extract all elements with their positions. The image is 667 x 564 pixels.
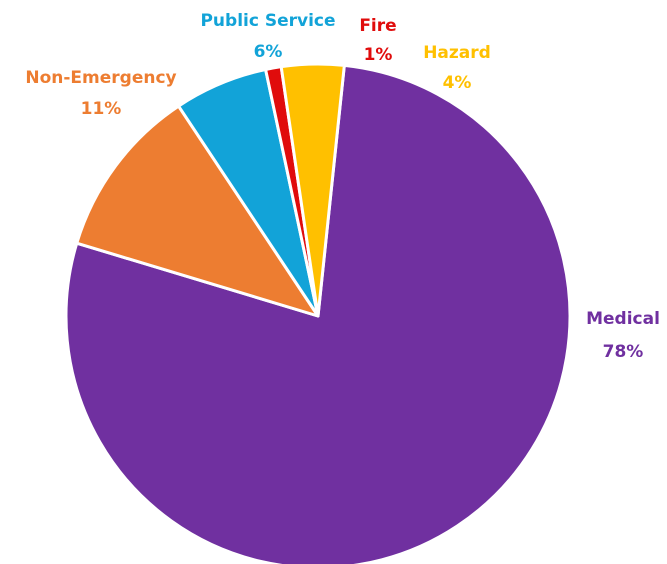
slice-value-public-service: 6% [254, 42, 283, 62]
slice-label-public-service: Public Service [200, 11, 335, 31]
label-public-service: Public Service 6% [200, 11, 335, 62]
pie-slices [64, 62, 572, 564]
slice-value-non-emergency: 11% [81, 99, 122, 119]
slice-label-non-emergency: Non-Emergency [25, 68, 176, 88]
pie-slice-hazard [279, 62, 346, 318]
slice-label-medical: Medical [586, 309, 660, 329]
pie-slice-medical [64, 63, 572, 564]
slice-label-fire: Fire [359, 16, 396, 36]
slice-value-medical: 78% [603, 342, 644, 362]
pie-slice-non-emergency [75, 104, 320, 318]
label-fire: Fire 1% [359, 16, 396, 65]
slice-value-fire: 1% [364, 45, 393, 65]
label-non-emergency: Non-Emergency 11% [25, 68, 176, 119]
label-medical: Medical 78% [586, 309, 660, 362]
slice-label-hazard: Hazard [423, 43, 491, 63]
slice-value-hazard: 4% [443, 73, 472, 93]
label-hazard: Hazard 4% [423, 43, 491, 93]
